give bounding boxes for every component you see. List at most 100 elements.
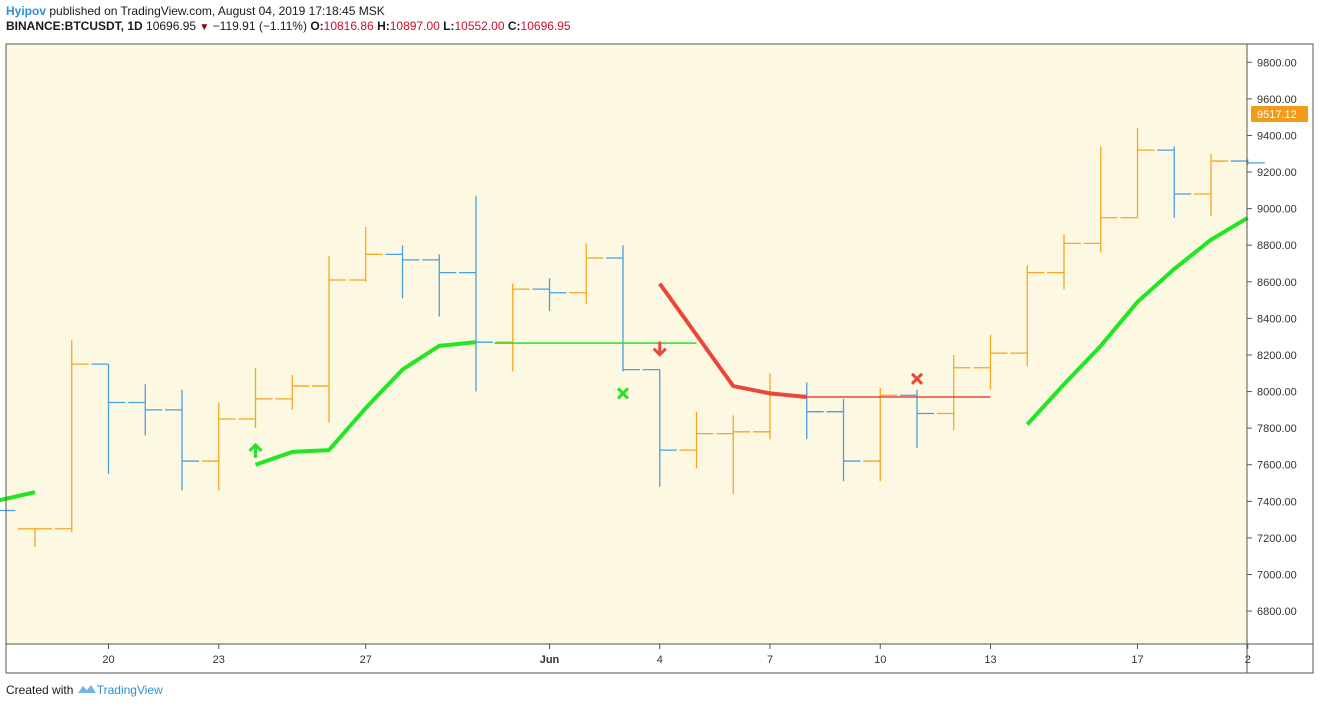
y-tick-label: 6800.00 (1257, 606, 1297, 618)
x-tick-label: 4 (657, 654, 663, 666)
y-tick-label: 7400.00 (1257, 496, 1297, 508)
ohlc-bar (679, 411, 714, 469)
ohlc-bar (165, 389, 199, 491)
ohlc-bar (936, 354, 971, 430)
ohlc-bar (1194, 153, 1228, 216)
ohlc-bar (275, 375, 310, 410)
ohlc-bar (569, 243, 604, 304)
tradingview-logo-icon (77, 683, 97, 698)
y-tick-label: 9600.00 (1257, 94, 1297, 106)
y-tick-label: 9200.00 (1257, 167, 1297, 179)
published-text: published on TradingView.com, August 04,… (49, 4, 385, 18)
ohlc-bar (385, 245, 420, 299)
ohlc-bar (642, 368, 677, 487)
x-tick-label: 27 (360, 654, 372, 666)
ohlc-bar (348, 226, 383, 282)
y-tick-label: 8600.00 (1257, 277, 1297, 289)
ohlc-bar (532, 278, 567, 312)
signal-markers (248, 341, 924, 458)
ohlc-bar (1047, 234, 1081, 290)
trend-line (1025, 216, 1249, 426)
x-tick-label: Jun (540, 654, 560, 666)
open-label: O: (310, 19, 324, 33)
trend-line (0, 490, 36, 503)
created-with-label: Created with (6, 683, 74, 697)
ohlc-bar (1120, 128, 1155, 219)
ohlc-bar (91, 363, 126, 474)
price-chart[interactable]: 9800.00 9600.00 9400.00 9200.00 9000.00 8800.… (0, 0, 1320, 680)
price-tag-label: 9517.12 (1257, 109, 1297, 121)
y-tick-label: 9400.00 (1257, 130, 1297, 142)
x-tick-label: 13 (984, 654, 996, 666)
publish-info: Hyipov published on TradingView.com, Aug… (6, 4, 571, 19)
ohlc-bar (900, 389, 934, 449)
price-axis[interactable]: 9800.00 9600.00 9400.00 9200.00 9000.00 8800.… (1247, 57, 1297, 618)
ohlc-bar (606, 245, 640, 372)
x-tick-label: 7 (767, 654, 773, 666)
y-tick-label: 7200.00 (1257, 533, 1297, 545)
symbol-label: BINANCE:BTCUSDT, 1D (6, 19, 143, 33)
y-tick-label: 8400.00 (1257, 313, 1297, 325)
ohlc-bar (238, 367, 273, 429)
ohlc-bar (422, 254, 457, 317)
y-tick-label: 8000.00 (1257, 387, 1297, 399)
y-tick-label: 7600.00 (1257, 460, 1297, 472)
trend-lines (0, 216, 1249, 503)
time-axis[interactable]: 20 23 27 Jun 4 7 10 13 17 2 (102, 644, 1251, 666)
high-label: H: (377, 19, 390, 33)
ohlc-bar (18, 528, 52, 548)
price-tag-background (1251, 106, 1308, 123)
ohlc-bar (826, 398, 861, 482)
ohlc-bar (863, 387, 898, 482)
price-change: −119.91 (−1.11%) (212, 19, 307, 33)
trend-line (658, 282, 807, 400)
y-tick-label: 9800.00 (1257, 57, 1297, 69)
ohlc-bar (1083, 146, 1118, 253)
x-tick-label: 17 (1131, 654, 1143, 666)
symbol-info: BINANCE:BTCUSDT, 1D 10696.95 ▼ −119.91 (… (6, 19, 571, 35)
high-value: 10897.00 (389, 19, 440, 33)
ohlc-bar (54, 340, 89, 533)
footer: Created with TradingView (6, 683, 163, 698)
close-value: 10696.95 (520, 19, 571, 33)
ohlc-bar (201, 402, 236, 491)
close-label: C: (507, 19, 521, 33)
ohlc-bar (459, 195, 493, 392)
cross-icon (616, 387, 630, 400)
ohlc-bar (0, 509, 16, 512)
chart-header: Hyipov published on TradingView.com, Aug… (6, 4, 571, 35)
price-tag: 9517.12 (1251, 106, 1308, 123)
ohlc-bar (128, 384, 163, 436)
ohlc-bars (0, 128, 1265, 548)
x-tick-label: 10 (874, 654, 886, 666)
y-tick-label: 9000.00 (1257, 204, 1297, 216)
low-value: 10552.00 (454, 19, 505, 33)
ohlc-bar (716, 415, 751, 494)
arrow-up-icon (248, 442, 263, 458)
y-tick-label: 8800.00 (1257, 240, 1297, 252)
plot-frame (5, 43, 1314, 674)
low-label: L: (443, 19, 455, 33)
x-tick-label: 2 (1245, 654, 1251, 666)
price-axis-panel (1247, 44, 1313, 644)
down-triangle-icon: ▼ (199, 22, 210, 33)
ohlc-bar (1230, 159, 1265, 165)
author-link[interactable]: Hyipov (6, 4, 47, 18)
ohlc-bar (1010, 265, 1045, 366)
x-tick-label: 23 (213, 654, 225, 666)
x-tick-label: 20 (102, 654, 114, 666)
cross-icon (910, 372, 924, 385)
ohlc-bar (973, 334, 1008, 390)
arrow-down-icon (652, 341, 667, 357)
last-price: 10696.95 (146, 19, 197, 33)
ohlc-bar (312, 256, 346, 423)
ohlc-bar (495, 283, 530, 372)
open-value: 10816.86 (323, 19, 374, 33)
y-tick-label: 7800.00 (1257, 423, 1297, 435)
tradingview-brand[interactable]: TradingView (96, 683, 163, 697)
plot-background (6, 44, 1247, 644)
ohlc-bar (1157, 146, 1192, 218)
trend-line (254, 340, 477, 467)
y-tick-label: 8200.00 (1257, 350, 1297, 362)
y-tick-label: 7000.00 (1257, 569, 1297, 581)
